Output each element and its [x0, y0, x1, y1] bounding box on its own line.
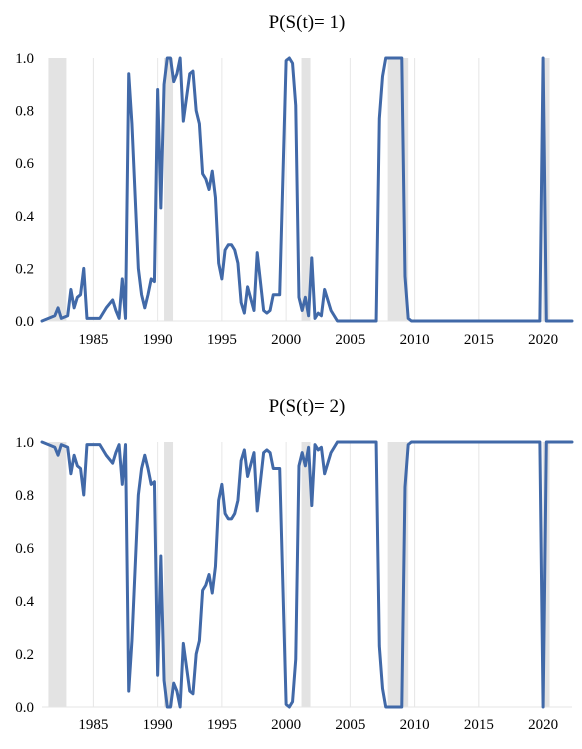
y-tick-label: 0.4	[15, 209, 34, 225]
y-tick-label: 1.0	[15, 435, 34, 451]
recession-shading	[48, 442, 67, 707]
y-tick-label: 0.0	[15, 314, 34, 330]
x-tick-label: 1990	[143, 717, 173, 733]
y-tick-label: 0.6	[15, 541, 34, 557]
series-line	[40, 440, 574, 709]
x-tick-label: 2015	[464, 717, 494, 733]
x-tick-label: 1985	[78, 717, 108, 733]
chart-title: P(S(t)= 2)	[269, 396, 346, 417]
y-tick-label: 0.0	[15, 700, 34, 716]
x-tick-label: 1995	[207, 717, 237, 733]
recession-shading	[164, 442, 174, 707]
x-tick-label: 1990	[143, 332, 173, 348]
y-tick-label: 0.8	[15, 488, 34, 504]
x-tick-label: 2020	[528, 717, 558, 733]
x-tick-label: 2000	[271, 332, 301, 348]
recession-shading	[164, 58, 174, 321]
recession-shading	[301, 442, 311, 707]
y-tick-label: 0.4	[15, 594, 34, 610]
y-tick-label: 1.0	[15, 51, 34, 67]
series-line	[40, 56, 574, 323]
x-tick-label: 2015	[464, 332, 494, 348]
chart-panel-2: P(S(t)= 2) 0.0 0.2 0.4 0.6 0.8 1.0 1985 1990 19…	[15, 396, 574, 733]
x-tick-label: 2005	[335, 332, 365, 348]
x-tick-label: 2010	[400, 717, 430, 733]
chart-title: P(S(t)= 1)	[269, 12, 346, 33]
x-tick-label: 2020	[528, 332, 558, 348]
x-tick-label: 2010	[400, 332, 430, 348]
recession-shading	[48, 58, 67, 321]
x-tick-label: 2005	[335, 717, 365, 733]
recession-shading	[543, 58, 550, 321]
y-tick-label: 0.6	[15, 156, 34, 172]
chart-panel-1: P(S(t)= 1) 0.0 0.2 0.4 0.6 0.8 1.0 1985 1990 19…	[15, 12, 574, 348]
x-tick-label: 1985	[78, 332, 108, 348]
recession-shading	[543, 442, 550, 707]
x-tick-label: 1995	[207, 332, 237, 348]
y-tick-label: 0.2	[15, 647, 34, 663]
recession-shading	[301, 58, 311, 321]
y-tick-label: 0.2	[15, 261, 34, 277]
y-tick-label: 0.8	[15, 104, 34, 120]
x-tick-label: 2000	[271, 717, 301, 733]
